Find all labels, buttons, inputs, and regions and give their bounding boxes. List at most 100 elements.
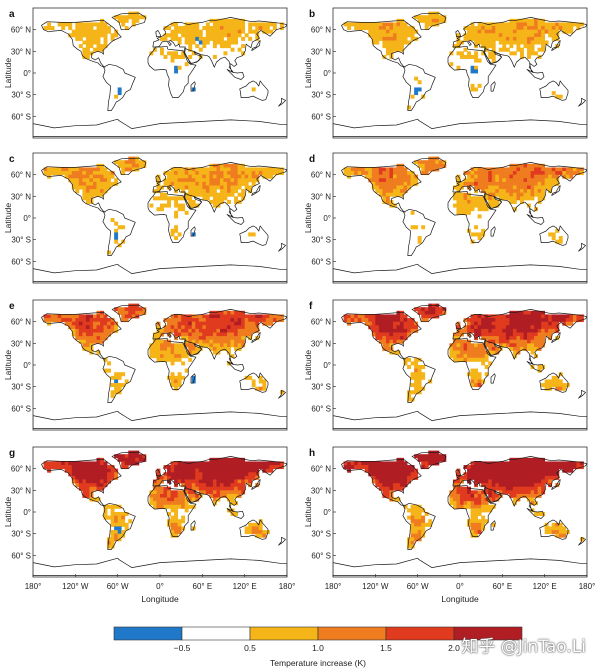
colorbar-tick-label: 2.0	[448, 643, 460, 653]
coastline-greenland	[411, 157, 447, 176]
coastline-antarctica	[333, 118, 587, 137]
colorbar-bin	[249, 626, 319, 641]
coastline-uk	[455, 30, 462, 38]
panel-label: d	[309, 154, 315, 165]
coastlines	[333, 451, 587, 576]
coastline-africa	[147, 484, 197, 537]
panel-e: e 60° N 30° N 0° 30° S 60° S Latitude	[3, 299, 288, 431]
colorbar-bin	[317, 626, 387, 641]
coastline-madagascar	[490, 373, 496, 384]
colorbar-bin	[113, 626, 183, 641]
colorbar-bin	[385, 626, 455, 641]
y-tick-label: 30° S	[11, 91, 31, 100]
coastline-greenland	[111, 12, 147, 31]
coastline-madagascar	[490, 520, 496, 531]
panel-a: a 60° N 30° N 0° 30° S 60° S Latitude	[3, 7, 288, 139]
coastline-africa	[447, 484, 497, 537]
y-tick-label: 30° S	[11, 530, 31, 539]
panel-label: g	[9, 448, 15, 459]
y-tick-label: 30° N	[311, 47, 331, 56]
y-tick-label: 60° N	[11, 26, 31, 35]
temperature-field	[43, 450, 284, 549]
y-tick-label: 60° N	[11, 318, 31, 327]
y-axis-label: Latitude	[3, 203, 13, 234]
coastline-africa	[447, 45, 497, 98]
coastline-new-zealand	[578, 536, 586, 546]
coastline-australia	[239, 80, 269, 101]
colorbar-tick-label: 1.5	[380, 643, 392, 653]
coastline-arabia	[184, 487, 202, 503]
x-tick-label: 60° W	[107, 582, 129, 591]
y-axis-label: Latitude	[3, 497, 13, 528]
coastline-indonesia	[226, 69, 245, 80]
x-tick-label: 180°	[25, 582, 42, 591]
y-tick-label: 60° N	[11, 171, 31, 180]
coastline-madagascar	[190, 520, 196, 531]
panel-label: b	[309, 9, 315, 20]
coastline-australia	[239, 372, 269, 393]
coastline-eurasia	[452, 309, 587, 365]
y-tick-label: 0°	[23, 508, 31, 517]
coastline-south-america	[402, 502, 436, 550]
y-tick-label: 0°	[23, 69, 31, 78]
temperature-field	[43, 156, 284, 255]
coastline-greenland	[111, 451, 147, 470]
y-tick-label: 60° S	[311, 112, 331, 121]
y-tick-label: 60° S	[11, 112, 31, 121]
x-tick-label: 60° W	[407, 582, 429, 591]
coastline-japan	[551, 40, 561, 51]
coastline-eurasia	[452, 17, 587, 73]
coastline-indonesia	[526, 361, 545, 372]
temperature-field	[43, 11, 284, 99]
y-tick-label: 60° S	[311, 404, 331, 413]
y-axis-label: Latitude	[303, 497, 313, 528]
coastline-indonesia	[526, 69, 545, 80]
coastline-japan	[551, 332, 561, 343]
coastlines	[33, 451, 287, 576]
y-tick-label: 0°	[323, 69, 331, 78]
coastline-australia	[539, 80, 569, 101]
coastline-greenland	[111, 157, 147, 176]
coastline-new-zealand	[578, 97, 586, 107]
x-axis-label: Longitude	[141, 594, 179, 604]
coastline-eurasia	[152, 162, 287, 218]
coastline-arabia	[484, 48, 502, 64]
coastlines	[33, 157, 287, 282]
colorbar-tick-label: 0.5	[244, 643, 256, 653]
y-axis-label: Latitude	[303, 350, 313, 381]
coastline-antarctica	[33, 557, 287, 576]
x-axis-label: Longitude	[441, 594, 479, 604]
coastline-australia	[539, 225, 569, 246]
x-tick-label: 180°	[325, 582, 342, 591]
y-tick-label: 30° N	[11, 486, 31, 495]
coastline-uk	[155, 469, 162, 477]
coastline-africa	[147, 337, 197, 390]
coastline-africa	[147, 190, 197, 243]
coastline-madagascar	[490, 226, 496, 237]
y-tick-label: 30° N	[311, 486, 331, 495]
coastline-australia	[539, 519, 569, 540]
coastline-japan	[251, 332, 261, 343]
y-tick-label: 0°	[23, 361, 31, 370]
panel-g: g 60° N 30° N 0° 30° S 60° S Latitude 180° 120° …	[3, 446, 295, 604]
y-tick-label: 30° S	[311, 530, 331, 539]
coastline-antarctica	[333, 410, 587, 429]
y-tick-label: 30° S	[311, 91, 331, 100]
panel-c: c 60° N 30° N 0° 30° S 60° S Latitude	[3, 152, 288, 284]
coastline-indonesia	[526, 214, 545, 225]
coastline-arabia	[484, 193, 502, 209]
y-tick-label: 60° S	[11, 551, 31, 560]
coastline-australia	[239, 225, 269, 246]
coastline-south-america	[102, 63, 136, 111]
coastlines	[333, 157, 587, 282]
coastline-madagascar	[190, 81, 196, 92]
y-tick-label: 30° S	[11, 383, 31, 392]
panel-label: c	[9, 154, 15, 165]
coastline-antarctica	[333, 557, 587, 576]
temperature-field	[343, 303, 584, 402]
x-tick-label: 180°	[579, 582, 596, 591]
temperature-field	[43, 303, 284, 398]
coastline-south-america	[402, 208, 436, 256]
x-tick-label: 60° E	[493, 582, 513, 591]
temperature-field	[343, 156, 584, 244]
